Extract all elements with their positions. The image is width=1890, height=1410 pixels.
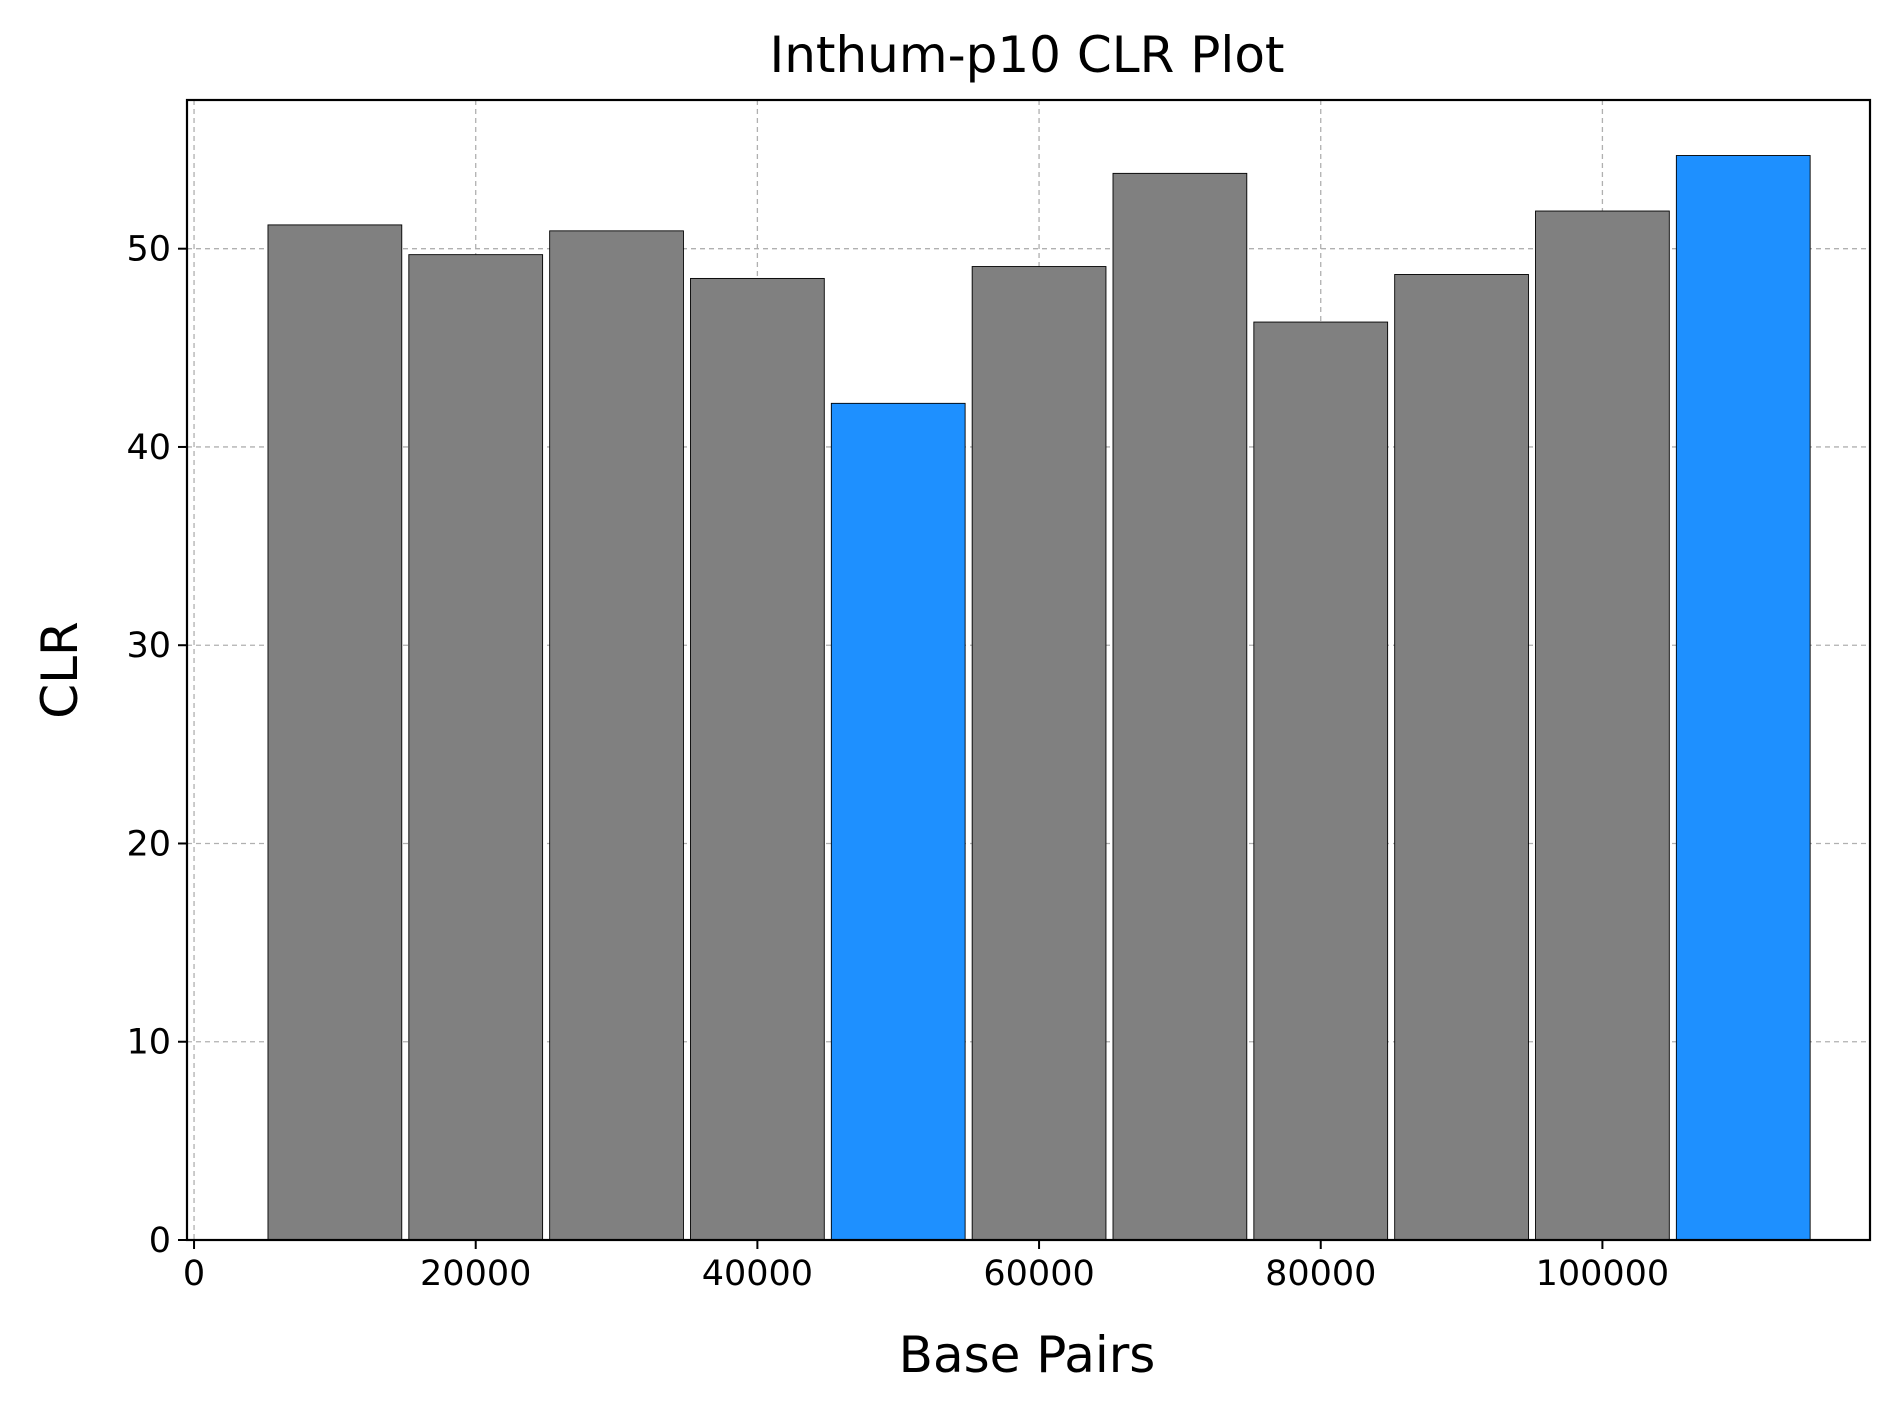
- bar: [549, 230, 684, 1241]
- plot-frame: [185, 98, 1872, 1242]
- bar: [830, 402, 966, 1241]
- y-tick-label: 50: [126, 230, 171, 270]
- y-tick-label: 10: [126, 1023, 171, 1063]
- x-tick-label: 80000: [1265, 1254, 1376, 1294]
- bar: [1112, 172, 1248, 1241]
- bar: [1394, 274, 1529, 1241]
- chart-title: Inthum-p10 CLR Plot: [769, 26, 1284, 84]
- y-axis-ticks: 0 10 20 30 40 50: [126, 230, 187, 1261]
- x-axis-ticks: 0 20000 40000 60000 80000 100000: [183, 1240, 1669, 1294]
- x-tick-label: 0: [183, 1254, 205, 1294]
- x-tick-label: 40000: [702, 1254, 813, 1294]
- y-tick-label: 20: [126, 824, 171, 864]
- bars: [267, 155, 1811, 1241]
- bar: [971, 266, 1107, 1241]
- x-tick-label: 60000: [983, 1254, 1094, 1294]
- bar: [1535, 210, 1670, 1241]
- bar: [267, 224, 403, 1241]
- bar: [408, 254, 544, 1241]
- x-tick-label: 20000: [420, 1254, 531, 1294]
- bar: [690, 277, 825, 1241]
- x-tick-label: 100000: [1536, 1254, 1670, 1294]
- y-tick-label: 30: [126, 626, 171, 666]
- bar: [1253, 321, 1389, 1241]
- y-axis-label: CLR: [31, 621, 89, 719]
- x-axis-label: Base Pairs: [899, 1326, 1156, 1384]
- bar: [1675, 155, 1811, 1241]
- y-tick-label: 40: [126, 428, 171, 468]
- y-tick-label: 0: [149, 1221, 171, 1261]
